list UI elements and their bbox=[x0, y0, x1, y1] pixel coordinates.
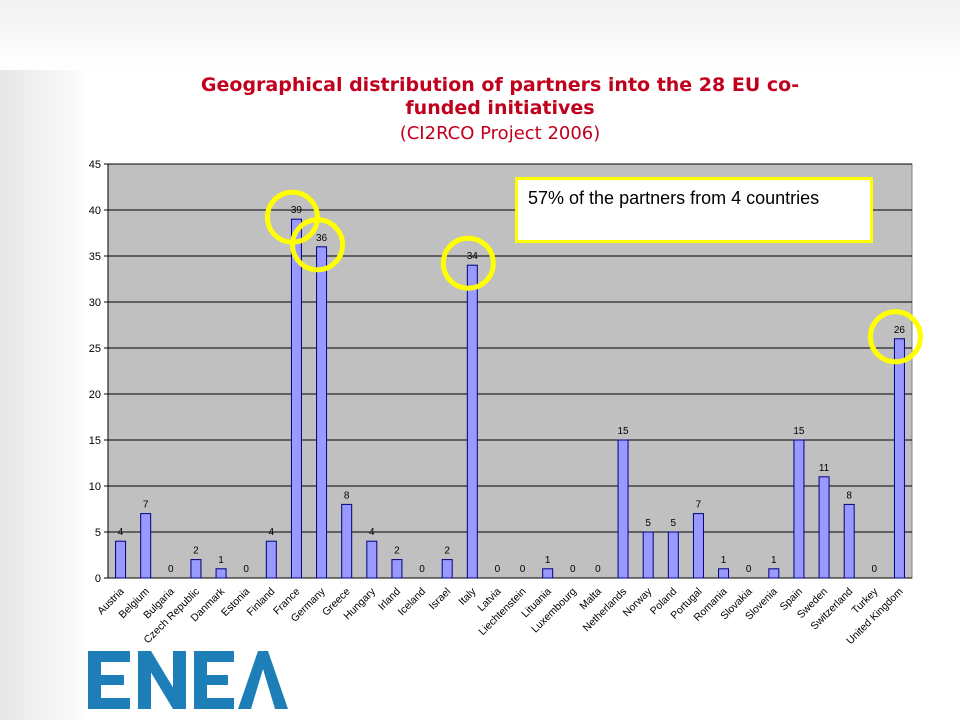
enea-logo bbox=[88, 651, 288, 709]
x-tick-label: Israel bbox=[427, 586, 454, 613]
data-label: 15 bbox=[793, 426, 805, 437]
bar bbox=[366, 540, 378, 579]
data-label: 8 bbox=[344, 490, 350, 501]
chart-subtitle: (CI2RCO Project 2006) bbox=[399, 123, 601, 144]
data-label: 4 bbox=[269, 527, 275, 538]
bar bbox=[692, 513, 704, 579]
bar bbox=[265, 540, 277, 579]
bar bbox=[290, 218, 302, 579]
bar bbox=[667, 531, 679, 579]
y-tick-label: 15 bbox=[89, 435, 101, 447]
data-label: 7 bbox=[696, 500, 702, 511]
data-label: 4 bbox=[369, 527, 375, 538]
chart-title-block: Geographical distribution of partners in… bbox=[120, 74, 880, 146]
bar bbox=[617, 439, 629, 579]
bar bbox=[642, 531, 654, 579]
chart-title-line-2: funded initiatives bbox=[405, 97, 595, 119]
y-tick-label: 20 bbox=[89, 389, 101, 401]
highlight-circle bbox=[290, 217, 346, 273]
y-tick-label: 25 bbox=[89, 343, 101, 355]
bar bbox=[190, 559, 202, 579]
data-label: 2 bbox=[193, 546, 199, 557]
data-label: 39 bbox=[291, 205, 303, 216]
data-label: 15 bbox=[618, 426, 630, 437]
data-label: 34 bbox=[467, 251, 479, 262]
bar bbox=[893, 338, 905, 579]
data-label: 5 bbox=[645, 518, 651, 529]
slide-top-decoration bbox=[0, 0, 960, 70]
data-label: 11 bbox=[819, 463, 830, 474]
chart-title: Geographical distribution of partners in… bbox=[120, 74, 880, 120]
data-label: 8 bbox=[846, 490, 852, 501]
y-tick-label: 45 bbox=[89, 159, 101, 171]
data-label: 36 bbox=[316, 233, 328, 244]
data-label: 7 bbox=[143, 500, 149, 511]
data-label: 2 bbox=[394, 546, 400, 557]
data-label: 2 bbox=[444, 546, 450, 557]
y-tick-label: 35 bbox=[89, 251, 101, 263]
bar bbox=[341, 503, 353, 579]
y-tick-label: 30 bbox=[89, 297, 101, 309]
bar bbox=[115, 540, 127, 579]
bar bbox=[768, 568, 780, 579]
bar bbox=[215, 568, 227, 579]
x-tick-label: Iceland bbox=[396, 586, 429, 619]
data-label: 0 bbox=[746, 564, 752, 575]
bar bbox=[843, 503, 855, 579]
annotation-box: 57% of the partners from 4 countries bbox=[515, 177, 873, 243]
bar bbox=[718, 568, 730, 579]
bar bbox=[441, 559, 453, 579]
bar bbox=[391, 559, 403, 579]
x-tick-label: Norway bbox=[621, 585, 655, 619]
y-tick-label: 10 bbox=[89, 481, 101, 493]
chart-title-line-1: Geographical distribution of partners in… bbox=[200, 74, 800, 96]
bar bbox=[140, 513, 152, 579]
data-label: 0 bbox=[872, 564, 878, 575]
slide-side-decoration bbox=[0, 0, 88, 720]
bar bbox=[793, 439, 805, 579]
data-label: 4 bbox=[118, 527, 124, 538]
y-tick-label: 0 bbox=[95, 573, 101, 585]
bar bbox=[316, 246, 328, 579]
data-label: 5 bbox=[671, 518, 677, 529]
data-label: 1 bbox=[218, 555, 224, 566]
x-tick-label: Finland bbox=[245, 586, 278, 619]
data-label: 26 bbox=[894, 325, 906, 336]
data-label: 0 bbox=[243, 564, 249, 575]
y-tick-label: 5 bbox=[95, 527, 101, 539]
data-label: 1 bbox=[545, 555, 551, 566]
data-label: 0 bbox=[495, 564, 501, 575]
data-label: 1 bbox=[771, 555, 777, 566]
highlight-circle bbox=[867, 309, 923, 365]
data-label: 0 bbox=[570, 564, 576, 575]
bar bbox=[466, 264, 478, 579]
bar bbox=[818, 476, 830, 579]
y-tick-label: 40 bbox=[89, 205, 101, 217]
data-label: 0 bbox=[419, 564, 425, 575]
data-label: 0 bbox=[595, 564, 601, 575]
data-label: 1 bbox=[721, 555, 727, 566]
data-label: 0 bbox=[520, 564, 526, 575]
bar bbox=[542, 568, 554, 579]
data-label: 0 bbox=[168, 564, 174, 575]
highlight-circle bbox=[440, 235, 496, 291]
